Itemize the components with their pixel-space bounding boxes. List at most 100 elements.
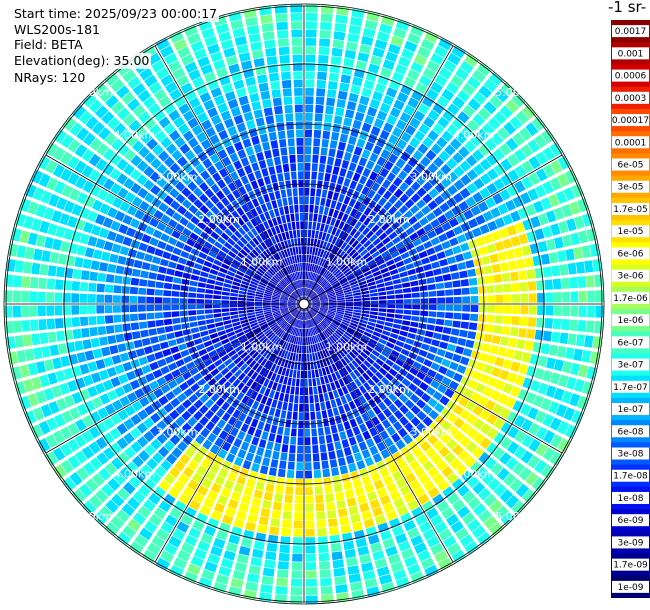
ray-bin [266, 542, 278, 552]
ray-bin [221, 291, 230, 296]
ray-bin [330, 542, 342, 552]
ray-bin [188, 292, 197, 298]
ray-bin [338, 230, 345, 239]
ray-bin [363, 382, 372, 391]
ray-bin [258, 516, 269, 526]
ray-bin [139, 527, 153, 541]
ray-bin [444, 144, 456, 156]
ray-bin [407, 97, 420, 109]
ray-bin [449, 361, 459, 371]
ray-bin [317, 63, 328, 72]
ray-bin [262, 302, 271, 304]
ray-bin [246, 346, 255, 354]
ray-bin [352, 314, 361, 319]
ray-bin [511, 93, 526, 108]
ray-bin [331, 226, 338, 236]
ray-bin [380, 448, 391, 459]
ray-bin [465, 154, 478, 167]
ray-bin [542, 447, 556, 461]
ray-bin [257, 421, 265, 430]
ray-bin [342, 376, 350, 385]
ray-bin [433, 268, 442, 276]
ray-bin [122, 113, 136, 127]
ray-bin [499, 489, 513, 503]
ray-bin [441, 130, 454, 143]
ray-bin [215, 397, 225, 407]
ray-bin [196, 299, 205, 304]
ray-bin [245, 146, 255, 156]
ray-bin [351, 154, 360, 164]
ray-bin [413, 54, 428, 66]
ray-bin [210, 392, 220, 403]
ray-bin [282, 435, 290, 445]
ray-bin [163, 123, 176, 135]
ray-bin [334, 316, 343, 321]
range-ring-label: 5.00km [71, 86, 113, 99]
ray-bin [295, 246, 299, 255]
ray-bin [353, 298, 362, 302]
ray-bin [340, 241, 348, 250]
ray-bin [81, 430, 94, 443]
ray-bin [152, 452, 164, 464]
ray-bin [124, 405, 136, 417]
ray-bin [288, 301, 296, 304]
ray-bin [216, 387, 226, 396]
ray-bin [313, 273, 318, 282]
ray-bin [173, 500, 187, 512]
ray-bin [220, 39, 234, 50]
ray-bin [254, 383, 262, 393]
ray-bin [295, 487, 303, 496]
ray-bin [112, 399, 123, 411]
ray-bin [564, 424, 577, 439]
ray-bin [466, 414, 478, 426]
ray-bin [293, 263, 297, 272]
ray-bin [418, 323, 427, 330]
ray-bin [502, 214, 513, 226]
colorbar-tick-label: 1.7e-07 [613, 383, 648, 393]
ray-bin [275, 327, 282, 335]
ray-bin [392, 278, 402, 285]
ray-bin [246, 25, 260, 35]
ray-bin [298, 288, 302, 297]
ray-bin [230, 338, 239, 345]
ray-bin [311, 318, 317, 326]
ray-bin [442, 109, 455, 122]
ray-bin [16, 245, 27, 258]
ray-bin [385, 51, 398, 63]
ray-bin [267, 237, 274, 247]
ray-bin [314, 486, 323, 495]
ray-bin [236, 402, 246, 412]
ray-bin [351, 589, 365, 600]
ray-bin [314, 478, 322, 487]
ray-bin [63, 317, 72, 328]
ray-bin [569, 201, 581, 215]
ray-bin [246, 309, 255, 313]
ray-bin [518, 233, 529, 245]
ray-bin [136, 174, 148, 186]
ray-bin [54, 413, 66, 428]
ray-bin [305, 79, 315, 88]
ray-bin [227, 237, 236, 246]
ray-bin [300, 263, 303, 271]
ray-bin [341, 213, 349, 223]
ray-bin [307, 320, 311, 328]
ray-bin [69, 188, 81, 201]
ray-bin [446, 256, 457, 265]
ray-bin [402, 287, 412, 293]
ray-bin [472, 113, 486, 127]
ray-bin [407, 268, 416, 276]
ray-bin [352, 172, 361, 182]
ray-bin [220, 487, 232, 498]
ray-bin [143, 253, 154, 263]
ray-bin [169, 31, 184, 44]
ray-bin [148, 328, 158, 336]
ray-bin [295, 121, 303, 130]
ray-bin [98, 369, 110, 381]
ray-bin [312, 302, 321, 304]
ray-bin [203, 373, 213, 382]
ray-bin [284, 172, 291, 181]
ray-bin [434, 550, 448, 563]
ray-bin [163, 102, 176, 115]
ray-bin [320, 223, 325, 232]
ray-bin [156, 433, 168, 445]
